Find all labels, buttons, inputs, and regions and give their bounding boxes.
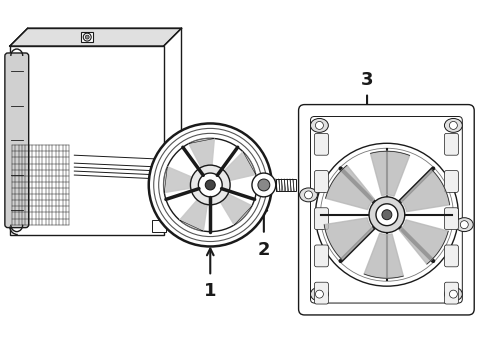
Circle shape xyxy=(316,121,323,129)
Polygon shape xyxy=(220,152,256,182)
Polygon shape xyxy=(180,195,208,231)
Circle shape xyxy=(376,204,398,226)
Circle shape xyxy=(83,33,91,41)
FancyBboxPatch shape xyxy=(444,208,458,230)
Bar xyxy=(10,46,164,235)
FancyBboxPatch shape xyxy=(315,282,328,304)
Text: 2: 2 xyxy=(258,240,270,258)
FancyBboxPatch shape xyxy=(315,208,328,230)
Circle shape xyxy=(460,221,468,229)
Circle shape xyxy=(316,290,323,298)
Ellipse shape xyxy=(444,118,462,132)
Ellipse shape xyxy=(311,118,328,132)
Circle shape xyxy=(164,138,257,231)
Polygon shape xyxy=(189,138,215,173)
Polygon shape xyxy=(401,170,450,212)
Circle shape xyxy=(382,210,392,220)
Circle shape xyxy=(85,35,89,39)
Polygon shape xyxy=(399,220,448,264)
FancyBboxPatch shape xyxy=(298,105,474,315)
Text: 1: 1 xyxy=(204,282,217,300)
FancyBboxPatch shape xyxy=(444,245,458,267)
FancyBboxPatch shape xyxy=(315,245,328,267)
FancyBboxPatch shape xyxy=(315,171,328,192)
Circle shape xyxy=(149,123,272,247)
Circle shape xyxy=(369,197,405,233)
Polygon shape xyxy=(364,233,403,278)
FancyBboxPatch shape xyxy=(444,133,458,155)
Polygon shape xyxy=(218,191,252,225)
Circle shape xyxy=(449,121,457,129)
FancyBboxPatch shape xyxy=(315,133,328,155)
Text: 3: 3 xyxy=(361,71,373,89)
Bar xyxy=(276,179,295,191)
FancyBboxPatch shape xyxy=(5,53,29,228)
FancyBboxPatch shape xyxy=(444,282,458,304)
Ellipse shape xyxy=(455,218,473,231)
Bar xyxy=(152,220,166,231)
Bar xyxy=(81,32,93,42)
Ellipse shape xyxy=(311,287,328,301)
FancyBboxPatch shape xyxy=(444,171,458,192)
Polygon shape xyxy=(164,167,197,193)
Circle shape xyxy=(191,165,230,205)
Circle shape xyxy=(316,143,458,286)
Circle shape xyxy=(252,173,276,197)
Polygon shape xyxy=(370,151,410,196)
Polygon shape xyxy=(325,165,374,210)
Circle shape xyxy=(258,179,270,191)
Circle shape xyxy=(205,180,215,190)
Polygon shape xyxy=(10,28,181,46)
Ellipse shape xyxy=(299,188,318,202)
Ellipse shape xyxy=(444,287,462,301)
Circle shape xyxy=(305,191,313,199)
Circle shape xyxy=(449,290,457,298)
Circle shape xyxy=(198,173,222,197)
Polygon shape xyxy=(324,218,373,260)
